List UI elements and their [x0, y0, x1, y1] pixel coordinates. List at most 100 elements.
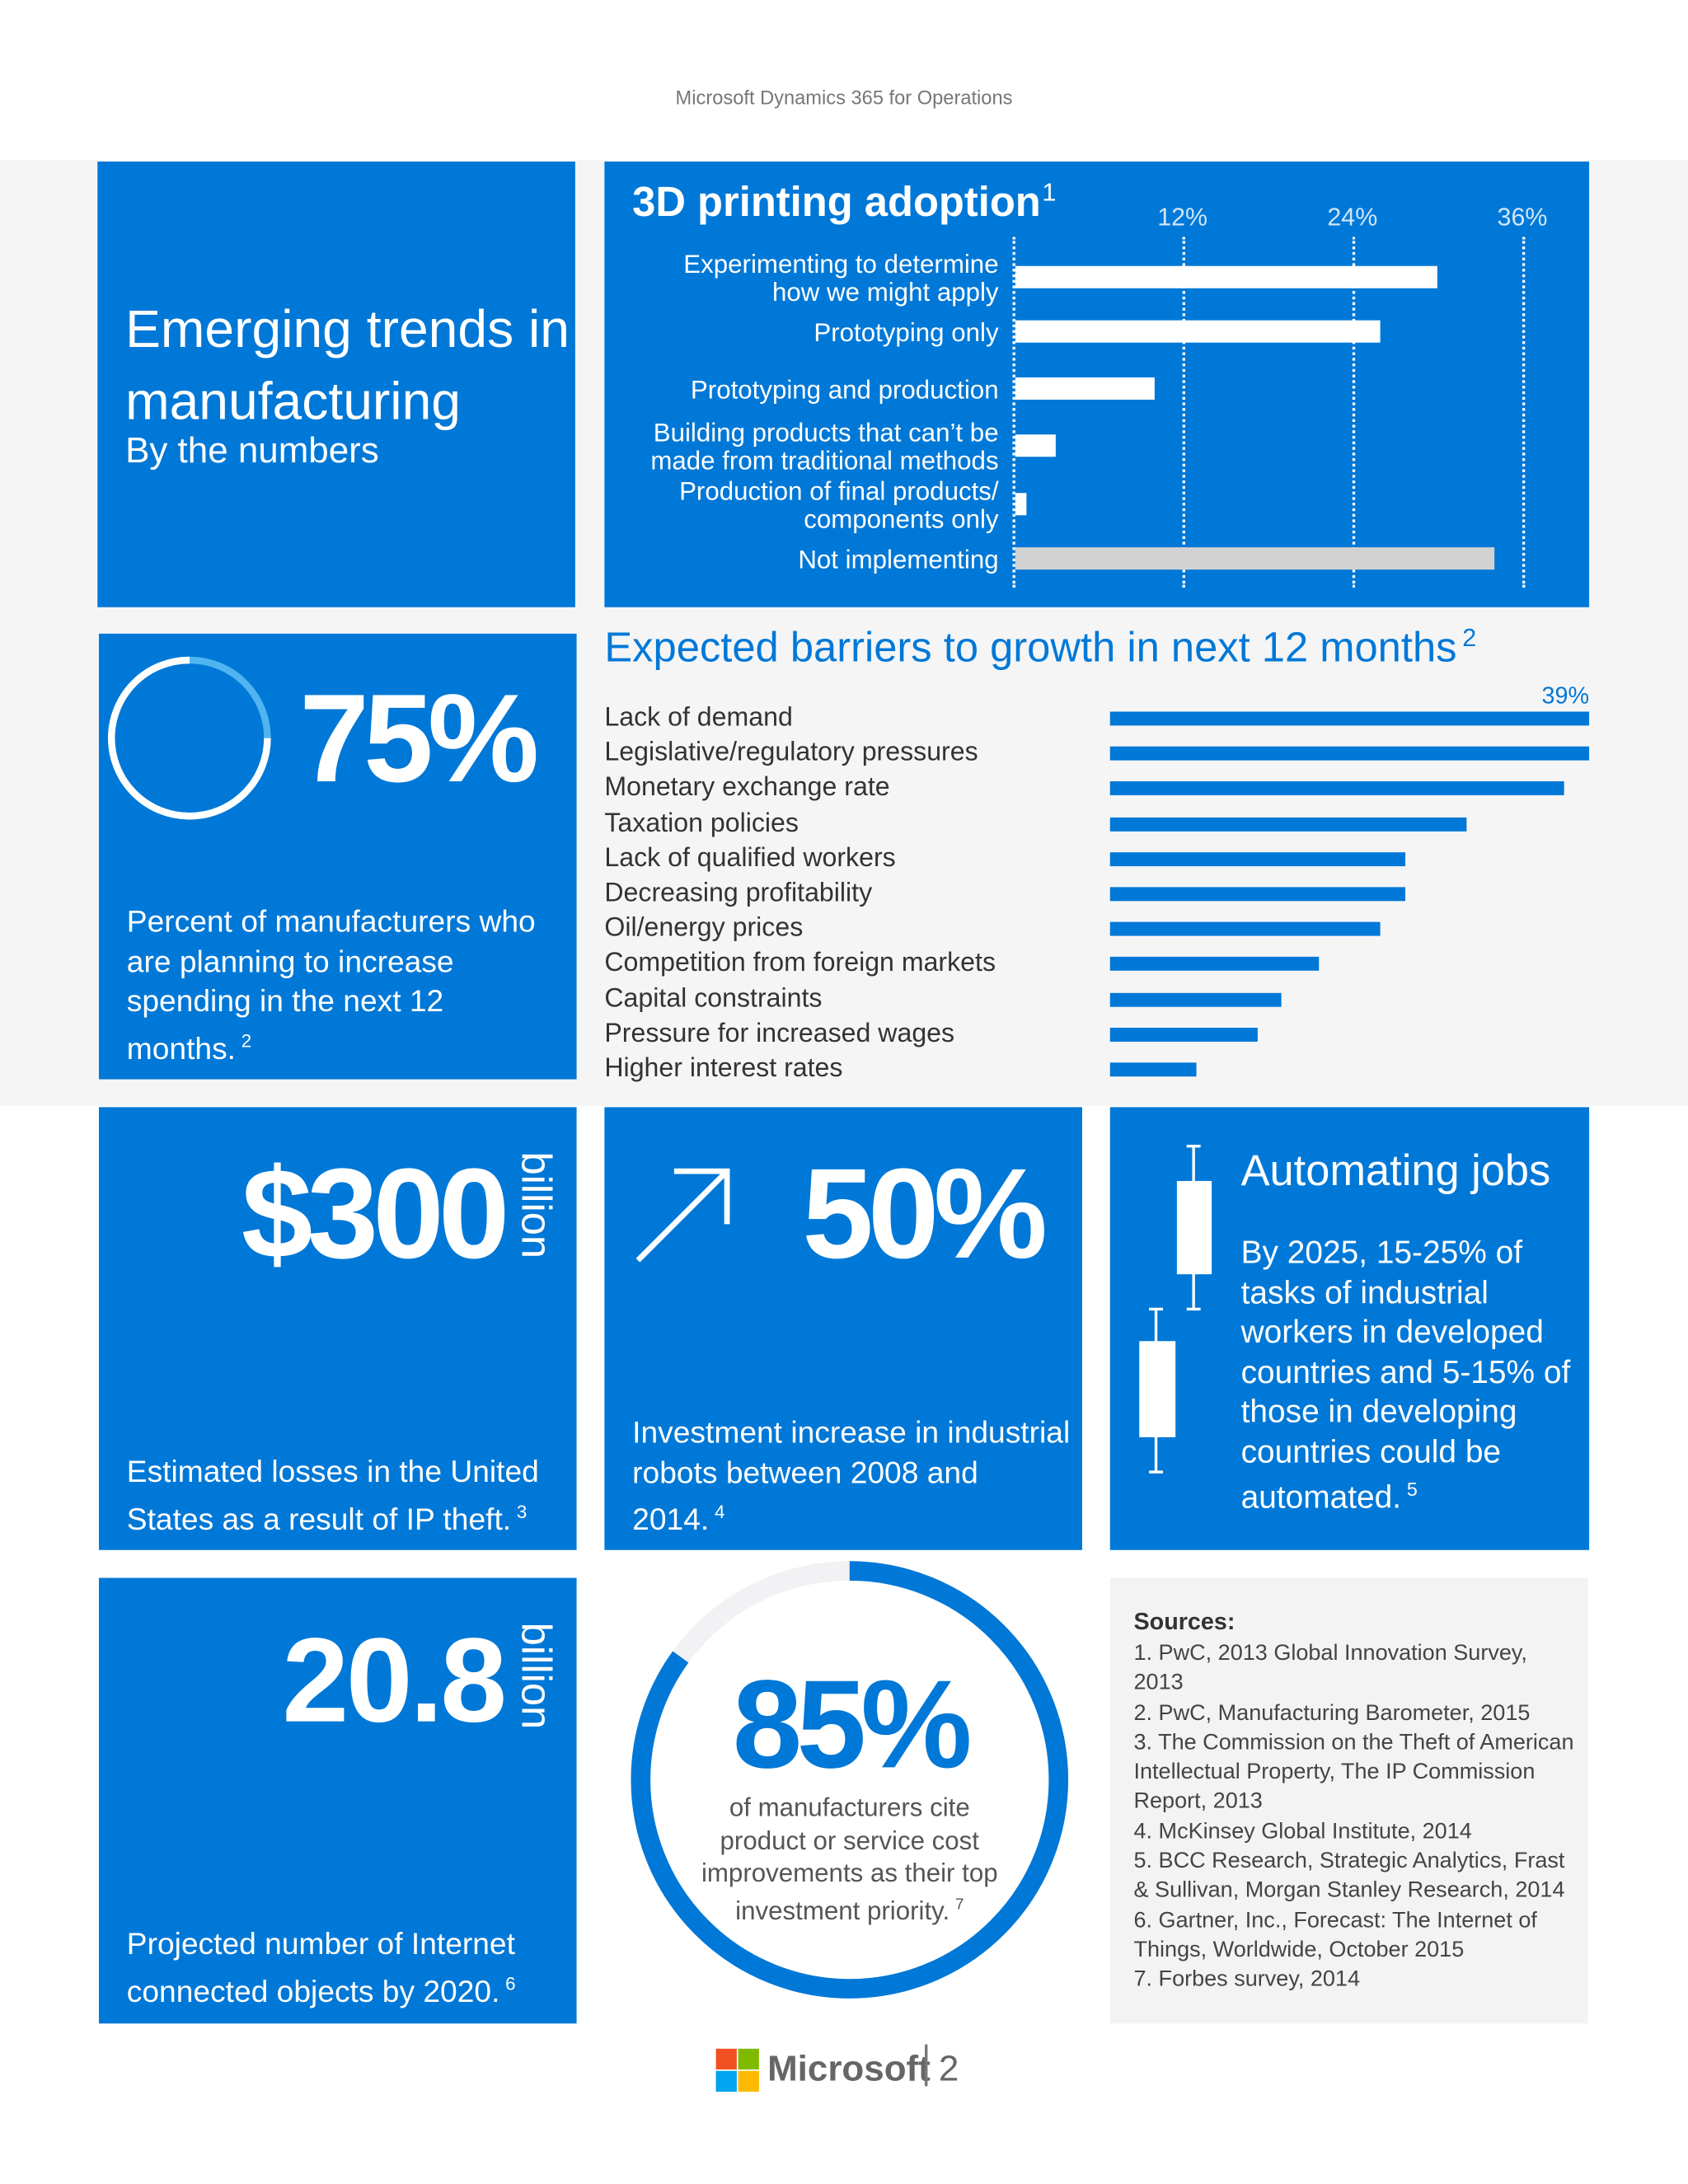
chart-title-text: Expected barriers to growth in next 12 m…	[604, 625, 1457, 672]
ring	[631, 1561, 1069, 1999]
ring-arc	[107, 656, 271, 820]
sources-list: 1. PwC, 2013 Global Innovation Survey, 2…	[1133, 1639, 1576, 1995]
category-label: Taxation policies	[604, 808, 799, 838]
stat-tile: 50% Investment increase in industrial ro…	[604, 1107, 1082, 1550]
bar	[1109, 887, 1405, 902]
stat-figure: 20.8	[282, 1614, 507, 1748]
bar	[1015, 434, 1056, 457]
stat-figure: 85%	[732, 1656, 973, 1796]
category-label: Experimenting to determine how we might …	[683, 249, 999, 307]
stat-text-body: By 2025, 15-25% of tasks of industrial w…	[1240, 1234, 1571, 1515]
ring	[107, 656, 271, 820]
category-label: Lack of qualified workers	[604, 843, 896, 874]
stat-tile: 75% Percent of manufacturers who are pla…	[98, 633, 577, 1080]
category-label: Decreasing profitability	[604, 879, 873, 908]
bar	[1015, 547, 1494, 570]
stat-text: Projected number of Internet connected o…	[127, 1924, 573, 2011]
bar	[1109, 992, 1282, 1007]
footnote: 7	[954, 1896, 964, 1913]
stat-figure: $300	[241, 1143, 510, 1286]
intro-title: Emerging trends in manufacturing	[125, 300, 570, 432]
bar	[1015, 493, 1027, 516]
x-tick-label: 24%	[1327, 203, 1378, 232]
source-item: 5. BCC Research, Strategic Analytics, Fr…	[1133, 1849, 1565, 1903]
bar	[1109, 1062, 1197, 1077]
bar	[1109, 711, 1590, 726]
value-label: 39%	[1541, 682, 1590, 710]
bar	[1109, 957, 1320, 972]
category-label: Oil/energy prices	[604, 913, 804, 944]
footnote: 2	[241, 1029, 252, 1051]
sources-box: Sources: 1. PwC, 2013 Global Innovation …	[1109, 1577, 1588, 2024]
category-label: Building products that can’t be made fro…	[650, 417, 999, 476]
footnote: 1	[1042, 178, 1057, 207]
footnote: 5	[1406, 1479, 1418, 1500]
stat-figure: 50%	[802, 1143, 1048, 1286]
footnote: 6	[505, 1972, 516, 1994]
stat-text-body: Estimated losses in the United States as…	[126, 1454, 539, 1536]
footnote: 3	[516, 1500, 528, 1522]
stat-text-body: Investment increase in industrial robots…	[632, 1414, 1071, 1537]
ring-arc	[631, 1561, 1069, 1999]
chart-title: Expected barriers to growth in next 12 m…	[604, 624, 1476, 673]
grid-line	[1182, 237, 1186, 588]
category-label: Competition from foreign markets	[604, 949, 996, 978]
intro-tile: Emerging trends in manufacturing By the …	[97, 162, 575, 607]
logo	[715, 2048, 759, 2093]
bar	[1109, 851, 1405, 866]
brand: Microsoft	[767, 2047, 931, 2089]
source-item: 4. McKinsey Global Institute, 2014	[1133, 1820, 1472, 1844]
stat-text-body: Percent of manufacturers who are plannin…	[126, 903, 536, 1066]
stat-figure: 75%	[299, 669, 539, 809]
source-item: 1. PwC, 2013 Global Innovation Survey, 2…	[1133, 1642, 1527, 1695]
category-label: Prototyping and production	[690, 374, 999, 405]
chart-title: 3D printing adoption1	[632, 178, 1056, 227]
stat-text-body: Projected number of Internet connected o…	[126, 1925, 515, 2008]
stat-text: of manufacturers cite product or service…	[689, 1791, 1010, 1926]
category-label: Capital constraints	[604, 984, 823, 1014]
candle-icon	[1139, 1145, 1212, 1474]
stat-tile: $300 billion Estimated losses in the Uni…	[98, 1107, 577, 1550]
stat-unit: billion	[512, 1151, 559, 1259]
source-item: 3. The Commission on the Theft of Americ…	[1133, 1731, 1574, 1814]
bar	[1109, 921, 1381, 936]
page-number: 2	[938, 2047, 959, 2089]
stat-text: Percent of manufacturers who are plannin…	[127, 902, 573, 1069]
bar	[1015, 265, 1437, 288]
x-tick-label: 36%	[1497, 203, 1548, 232]
grid-line	[1522, 237, 1526, 588]
stat-title: Automating jobs	[1240, 1146, 1551, 1195]
sources-title: Sources:	[1133, 1608, 1236, 1635]
category-label: Legislative/regulatory pressures	[604, 738, 978, 768]
stat-text-body: of manufacturers cite product or service…	[701, 1792, 998, 1924]
x-tick-label: 12%	[1157, 203, 1208, 232]
footnote: 2	[1462, 624, 1477, 652]
bar	[1109, 817, 1466, 832]
stat-text: By 2025, 15-25% of tasks of industrial w…	[1241, 1232, 1582, 1516]
footnote: 4	[714, 1501, 725, 1522]
category-label: Pressure for increased wages	[604, 1019, 955, 1049]
divider	[925, 2044, 928, 2087]
category-label: Prototyping only	[814, 317, 999, 347]
stat-tile: Automating jobs By 2025, 15-25% of tasks…	[1109, 1107, 1590, 1550]
category-label: Lack of demand	[604, 703, 793, 733]
zero-line	[1012, 237, 1015, 588]
bar	[1015, 377, 1155, 400]
bar	[1109, 1027, 1258, 1042]
category-label: Production of final products/ components…	[679, 476, 999, 534]
grid-line	[1352, 237, 1356, 588]
source-item: 7. Forbes survey, 2014	[1133, 1968, 1361, 1992]
stat-tile: 20.8 billion Projected number of Interne…	[98, 1577, 577, 2024]
intro-subtitle: By the numbers	[125, 429, 379, 471]
category-label: Monetary exchange rate	[604, 773, 890, 803]
category-label: Higher interest rates	[604, 1054, 843, 1084]
bar	[1015, 320, 1381, 343]
chart-title-text: 3D printing adoption	[632, 179, 1041, 226]
stat-text: Estimated losses in the United States as…	[127, 1452, 573, 1539]
arrow-icon	[635, 1168, 730, 1263]
category-label: Not implementing	[798, 544, 999, 574]
header: Microsoft Dynamics 365 for Operations	[675, 86, 1013, 109]
source-item: 6. Gartner, Inc., Forecast: The Internet…	[1133, 1909, 1537, 1962]
